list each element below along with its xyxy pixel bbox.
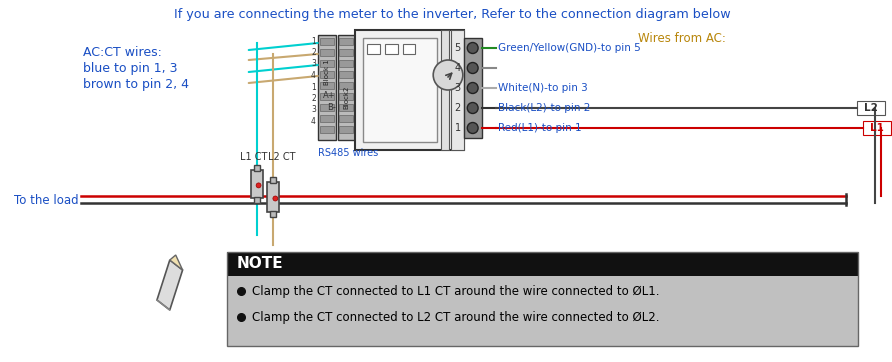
Text: 2: 2	[311, 48, 316, 57]
Text: blue to pin 1, 3: blue to pin 1, 3	[83, 62, 178, 75]
Text: 4: 4	[311, 71, 316, 80]
Bar	[319, 71, 334, 78]
Bar	[340, 38, 353, 45]
Text: Red(L1)-to pin 1: Red(L1)-to pin 1	[499, 123, 582, 133]
Text: 1: 1	[455, 123, 461, 133]
Text: L1 CT: L1 CT	[240, 152, 268, 162]
Bar	[227, 276, 858, 346]
Circle shape	[434, 60, 463, 90]
Text: White(N)-to pin 3: White(N)-to pin 3	[499, 83, 588, 93]
Text: 1: 1	[311, 83, 316, 92]
Bar	[268, 182, 279, 212]
Bar	[340, 82, 353, 89]
Text: A+: A+	[323, 90, 335, 100]
Polygon shape	[157, 260, 183, 310]
Bar	[337, 35, 355, 140]
Circle shape	[467, 122, 478, 134]
Polygon shape	[169, 255, 183, 270]
Text: 4: 4	[311, 117, 316, 126]
Text: L1: L1	[871, 123, 884, 133]
Bar	[319, 82, 334, 89]
Bar	[270, 211, 277, 217]
Bar	[319, 93, 334, 100]
Bar	[253, 197, 260, 203]
Text: Clamp the CT connected to L2 CT around the wire connected to ØL2.: Clamp the CT connected to L2 CT around t…	[252, 311, 659, 324]
Text: Wires from AC:: Wires from AC:	[639, 32, 726, 45]
Bar	[251, 170, 262, 198]
Circle shape	[467, 83, 478, 93]
Text: If you are connecting the meter to the inverter, Refer to the connection diagram: If you are connecting the meter to the i…	[174, 8, 731, 21]
Bar	[319, 115, 334, 122]
Text: B-: B-	[326, 102, 335, 111]
Bar	[464, 38, 482, 138]
Bar	[368, 44, 380, 54]
Bar	[318, 35, 335, 140]
Circle shape	[256, 183, 261, 188]
Text: Block2: Block2	[343, 86, 350, 109]
Text: AC:CT wires:: AC:CT wires:	[83, 46, 161, 59]
Bar	[319, 38, 334, 45]
Text: L2: L2	[864, 103, 879, 113]
Bar	[857, 101, 885, 115]
Text: 3: 3	[455, 83, 461, 93]
Text: 2: 2	[455, 103, 461, 113]
Bar	[253, 165, 260, 171]
Bar	[340, 60, 353, 67]
Bar	[340, 115, 353, 122]
Bar	[227, 252, 858, 276]
Bar	[355, 30, 464, 150]
Text: 3: 3	[311, 105, 316, 114]
Bar	[340, 71, 353, 78]
Bar	[340, 49, 353, 56]
Bar	[319, 104, 334, 111]
Bar	[340, 126, 353, 133]
Text: 2: 2	[311, 94, 316, 103]
Bar	[340, 93, 353, 100]
Text: L2 CT: L2 CT	[268, 152, 295, 162]
Text: 1: 1	[311, 37, 316, 46]
Bar	[319, 49, 334, 56]
Bar	[442, 30, 449, 150]
Text: 4: 4	[455, 63, 461, 73]
Text: Black(L2)-to pin 2: Black(L2)-to pin 2	[499, 103, 591, 113]
Bar	[340, 104, 353, 111]
Circle shape	[467, 63, 478, 73]
Bar	[319, 126, 334, 133]
Text: NOTE: NOTE	[237, 257, 284, 272]
Text: Clamp the CT connected to L1 CT around the wire connected to ØL1.: Clamp the CT connected to L1 CT around t…	[252, 285, 659, 298]
Bar	[227, 252, 858, 346]
Circle shape	[467, 42, 478, 54]
Circle shape	[467, 102, 478, 114]
Text: brown to pin 2, 4: brown to pin 2, 4	[83, 78, 189, 91]
Bar	[451, 30, 464, 150]
Bar	[363, 38, 437, 142]
Bar	[384, 44, 398, 54]
Text: 5: 5	[455, 43, 461, 53]
Bar	[863, 121, 891, 135]
Circle shape	[273, 196, 277, 201]
Text: To the load: To the load	[14, 194, 79, 206]
Text: RS485 wires: RS485 wires	[318, 148, 378, 158]
Text: 3: 3	[311, 59, 316, 68]
Bar	[270, 177, 277, 183]
Text: Green/Yellow(GND)-to pin 5: Green/Yellow(GND)-to pin 5	[499, 43, 641, 53]
Bar	[319, 60, 334, 67]
Text: Block 1: Block 1	[324, 60, 330, 85]
Bar	[402, 44, 416, 54]
